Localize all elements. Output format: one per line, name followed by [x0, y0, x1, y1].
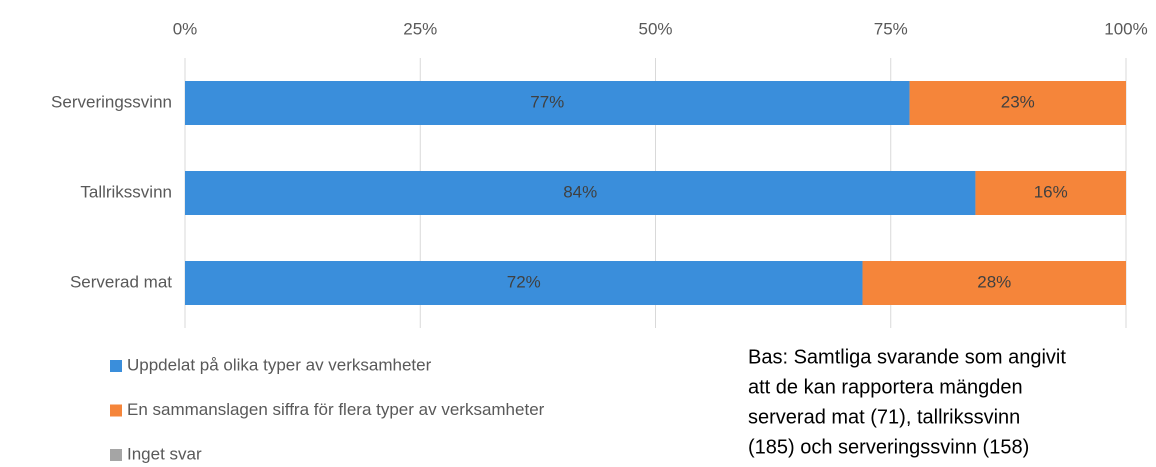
note: att de kan rapportera mängden: [748, 376, 1023, 398]
data-label: 16%: [1034, 182, 1068, 201]
y-tick-label: Serveringssvinn: [51, 92, 172, 111]
bar-segment: [862, 261, 1126, 305]
y-tick-label: Tallrikssvinn: [80, 182, 172, 201]
note: serverad mat (71), tallrikssvinn: [748, 406, 1020, 428]
data-label: 28%: [977, 272, 1011, 291]
bar-segment: [909, 81, 1126, 125]
x-tick-label: 50%: [638, 19, 672, 38]
data-label: 77%: [530, 92, 564, 111]
legend-swatch: [110, 404, 122, 417]
note: Bas: Samtliga svarande som angivit: [748, 346, 1066, 368]
legend-swatch: [110, 360, 122, 372]
data-label: 84%: [563, 182, 597, 201]
legend-label: En sammanslagen siffra för flera typer a…: [127, 400, 545, 419]
legend-label: Inget svar: [127, 444, 202, 463]
data-label: 23%: [1001, 92, 1035, 111]
x-tick-label: 75%: [874, 19, 908, 38]
bar-segment: [185, 81, 910, 125]
x-tick-label: 25%: [403, 19, 437, 38]
x-tick-label: 100%: [1104, 19, 1147, 38]
data-label: 72%: [507, 272, 541, 291]
bar-segment: [185, 171, 976, 215]
legend-swatch: [110, 449, 122, 461]
legend-label: Uppdelat på olika typer av verksamheter: [127, 355, 432, 374]
x-tick-label: 0%: [173, 19, 198, 38]
bar-segment: [185, 261, 863, 305]
y-tick-label: Serverad mat: [70, 272, 172, 291]
bar-segment: [975, 171, 1126, 215]
note: (185) och serveringssvinn (158): [748, 436, 1029, 458]
